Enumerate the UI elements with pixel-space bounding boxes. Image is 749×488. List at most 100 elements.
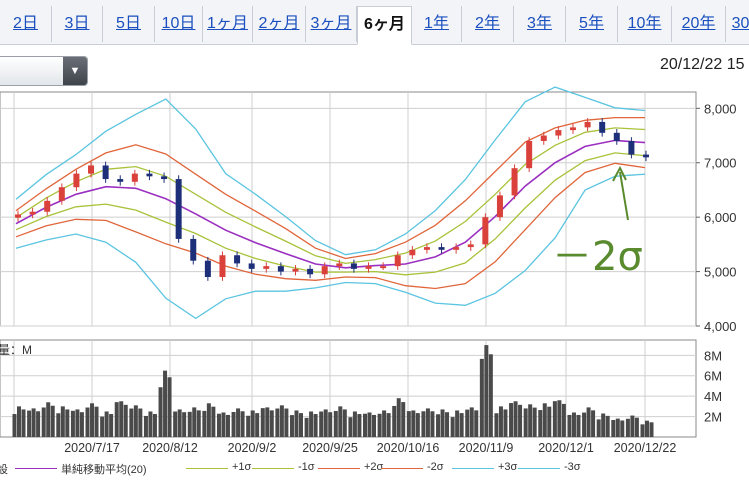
volume-bar: [284, 408, 289, 437]
candle-body: [643, 154, 649, 158]
volume-bar: [372, 414, 377, 437]
volume-bar: [119, 401, 124, 437]
tab-period-10[interactable]: 3年: [514, 6, 566, 42]
volume-bar: [65, 409, 70, 437]
tab-period-0[interactable]: 2日: [0, 6, 52, 42]
volume-bar: [133, 405, 138, 437]
tab-period-6[interactable]: 3ヶ月: [306, 6, 357, 42]
volume-bar: [94, 406, 99, 437]
price-panel-frame: [0, 91, 697, 327]
candle-body: [365, 266, 372, 269]
volume-bar: [406, 411, 411, 437]
band-line-sma: [15, 139, 646, 269]
candle-body: [584, 121, 591, 128]
volume-bar: [425, 408, 430, 437]
volume-bar: [104, 411, 109, 437]
volume-bar: [591, 410, 596, 437]
candle-body: [29, 211, 36, 215]
tab-period-7[interactable]: 6ヶ月: [357, 6, 412, 45]
candle-body: [569, 127, 576, 131]
legend-label: 単純移動平均(20): [61, 464, 147, 476]
volume-bar: [27, 410, 32, 437]
candle-body: [88, 165, 95, 174]
volume-bar: [557, 400, 562, 437]
volume-bar: [649, 422, 654, 437]
volume-bar: [163, 370, 168, 437]
legend-label: +2σ: [364, 461, 384, 473]
volume-bar: [216, 413, 221, 437]
tab-period-4[interactable]: 1ヶ月: [203, 6, 253, 42]
tab-period-5[interactable]: 2ヶ月: [253, 6, 306, 42]
volume-bar: [275, 408, 280, 437]
dropdown-arrow-icon[interactable]: ▼: [63, 57, 87, 85]
volume-bar: [552, 401, 557, 437]
volume-bar: [211, 406, 216, 437]
tab-period-3[interactable]: 10日: [155, 6, 203, 42]
volume-bar: [645, 420, 649, 437]
volume-bar: [411, 410, 416, 437]
tab-period-13[interactable]: 20年: [672, 6, 726, 42]
chart-legend: 設 単純移動平均(20) +1σ -1σ +2σ -2σ +3σ -3σ: [0, 458, 749, 478]
tab-period-8[interactable]: 1年: [412, 6, 462, 42]
candle-body: [131, 173, 138, 182]
volume-bar: [455, 410, 460, 437]
volume-bar: [430, 411, 435, 437]
tab-period-9[interactable]: 2年: [462, 6, 514, 42]
volume-bar: [109, 414, 114, 437]
volume-bar: [100, 416, 105, 437]
legend-swatch: [452, 468, 494, 469]
legend-swatch: [381, 468, 423, 469]
volume-bar: [167, 377, 172, 437]
x-date-label: 2020/9/2: [228, 441, 277, 455]
tab-period-2[interactable]: 5日: [103, 6, 155, 42]
volume-bar: [625, 418, 630, 437]
candle-body: [350, 263, 357, 269]
price-tick-label: 7,000: [704, 156, 737, 171]
volume-bar: [523, 408, 528, 437]
candle-body: [219, 255, 226, 278]
volume-bar: [143, 415, 148, 437]
legend-label: -2σ: [427, 461, 444, 473]
candle-body: [146, 173, 153, 177]
volume-bar: [571, 412, 576, 437]
volume-bar: [196, 410, 201, 437]
volume-bar: [367, 412, 372, 437]
volume-bar: [479, 358, 484, 437]
volume-title: 量：M: [0, 343, 32, 357]
volume-bar: [41, 407, 46, 437]
volume-bar: [85, 407, 90, 437]
candle-body: [482, 217, 489, 245]
volume-bar: [474, 410, 479, 437]
volume-bar: [46, 402, 51, 437]
volume-bar: [542, 403, 547, 437]
volume-bar: [56, 413, 61, 437]
candle-body: [380, 266, 387, 269]
volume-bar: [17, 406, 21, 437]
volume-bar: [225, 414, 230, 437]
annotation-label: －2σ: [552, 234, 643, 280]
band-line-plus1: [15, 127, 646, 265]
candle-body: [117, 179, 124, 182]
indicator-select[interactable]: ▼: [0, 56, 88, 86]
tab-period-1[interactable]: 3日: [52, 6, 103, 42]
volume-bar: [421, 411, 426, 437]
band-line-minus1: [15, 152, 646, 276]
candle-body: [248, 263, 255, 269]
volume-bar: [152, 414, 157, 437]
volume-bar: [352, 411, 357, 437]
volume-bar: [382, 410, 387, 437]
volume-bar: [319, 411, 324, 437]
tab-period-14[interactable]: 30: [726, 6, 749, 42]
volume-bar: [114, 402, 119, 437]
volume-bar: [415, 413, 420, 437]
tab-period-11[interactable]: 5年: [566, 6, 618, 42]
volume-bar: [21, 409, 26, 437]
legend-label: -1σ: [298, 461, 315, 473]
legend-swatch: [15, 468, 57, 469]
candle-body: [467, 244, 474, 248]
tab-period-12[interactable]: 10年: [618, 6, 672, 42]
volume-bar: [357, 414, 362, 437]
x-date-label: 2020/10/16: [377, 441, 440, 455]
candle-body: [234, 255, 241, 264]
volume-bar: [342, 409, 347, 437]
